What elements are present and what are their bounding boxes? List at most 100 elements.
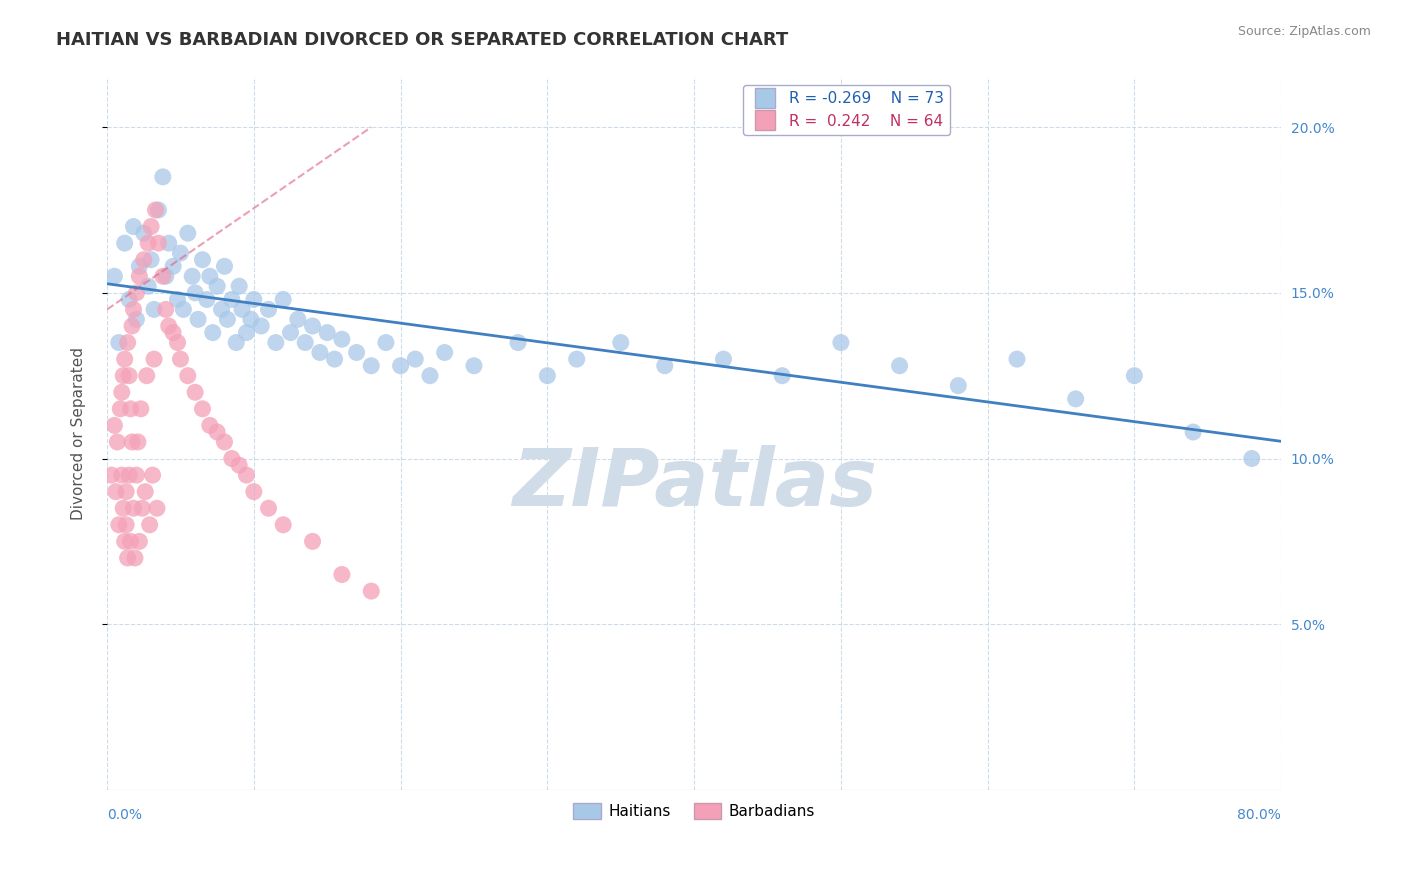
Point [162, 326, 184, 340]
Point [214, 260, 236, 274]
Point [221, 451, 243, 466]
Point [191, 401, 214, 416]
Point [114, 236, 136, 251]
Point [889, 359, 911, 373]
Point [187, 312, 209, 326]
Point [330, 332, 353, 346]
Point [125, 468, 148, 483]
Point [143, 352, 166, 367]
Text: Source: ZipAtlas.com: Source: ZipAtlas.com [1237, 25, 1371, 38]
Point [117, 335, 139, 350]
Point [103, 418, 125, 433]
Point [181, 269, 204, 284]
Point [323, 352, 346, 367]
Point [191, 252, 214, 267]
Point [565, 352, 588, 367]
Point [145, 202, 167, 217]
Point [122, 501, 145, 516]
Point [121, 318, 143, 333]
Point [134, 484, 156, 499]
Point [152, 269, 174, 284]
Point [177, 368, 200, 383]
Point [131, 501, 153, 516]
Point [243, 293, 266, 307]
Point [1240, 451, 1263, 466]
Point [271, 293, 294, 307]
Point [166, 293, 188, 307]
Text: 0.0%: 0.0% [107, 808, 142, 822]
Point [287, 312, 309, 326]
Point [143, 302, 166, 317]
Point [128, 269, 150, 284]
Point [117, 550, 139, 565]
Point [221, 293, 243, 307]
Point [132, 252, 155, 267]
Point [142, 468, 165, 483]
Point [127, 434, 149, 449]
Point [280, 326, 302, 340]
Point [146, 501, 169, 516]
Point [184, 285, 207, 300]
Point [118, 468, 141, 483]
Point [228, 279, 250, 293]
Point [148, 236, 170, 251]
Point [235, 326, 257, 340]
Point [148, 202, 170, 217]
Point [250, 318, 273, 333]
Point [235, 468, 257, 483]
Point [115, 484, 138, 499]
Point [122, 302, 145, 317]
Point [205, 425, 228, 439]
Point [198, 269, 221, 284]
Point [155, 302, 177, 317]
Point [139, 252, 162, 267]
Point [257, 302, 280, 317]
Point [120, 534, 142, 549]
Point [115, 517, 138, 532]
Point [301, 318, 323, 333]
Point [114, 534, 136, 549]
Point [214, 434, 236, 449]
Point [433, 345, 456, 359]
Y-axis label: Divorced or Separated: Divorced or Separated [72, 347, 86, 520]
Point [419, 368, 441, 383]
Point [330, 567, 353, 582]
Point [105, 434, 128, 449]
Point [228, 458, 250, 472]
Point [506, 335, 529, 350]
Point [271, 517, 294, 532]
Point [264, 335, 287, 350]
Point [309, 345, 332, 359]
Legend: Haitians, Barbadians: Haitians, Barbadians [567, 797, 821, 825]
Point [139, 219, 162, 234]
Point [239, 312, 262, 326]
Point [155, 269, 177, 284]
Point [108, 517, 131, 532]
Point [157, 236, 180, 251]
Point [231, 302, 253, 317]
Point [162, 260, 184, 274]
Point [104, 484, 127, 499]
Point [135, 368, 157, 383]
Point [120, 401, 142, 416]
Point [112, 501, 135, 516]
Point [316, 326, 339, 340]
Point [128, 534, 150, 549]
Point [136, 236, 159, 251]
Text: 80.0%: 80.0% [1237, 808, 1281, 822]
Point [128, 260, 150, 274]
Point [152, 169, 174, 184]
Point [301, 534, 323, 549]
Point [112, 368, 135, 383]
Point [294, 335, 316, 350]
Point [713, 352, 735, 367]
Point [100, 468, 122, 483]
Point [166, 335, 188, 350]
Text: ZIPatlas: ZIPatlas [512, 444, 876, 523]
Point [111, 385, 134, 400]
Point [124, 550, 146, 565]
Point [243, 484, 266, 499]
Point [346, 345, 368, 359]
Point [195, 293, 218, 307]
Point [257, 501, 280, 516]
